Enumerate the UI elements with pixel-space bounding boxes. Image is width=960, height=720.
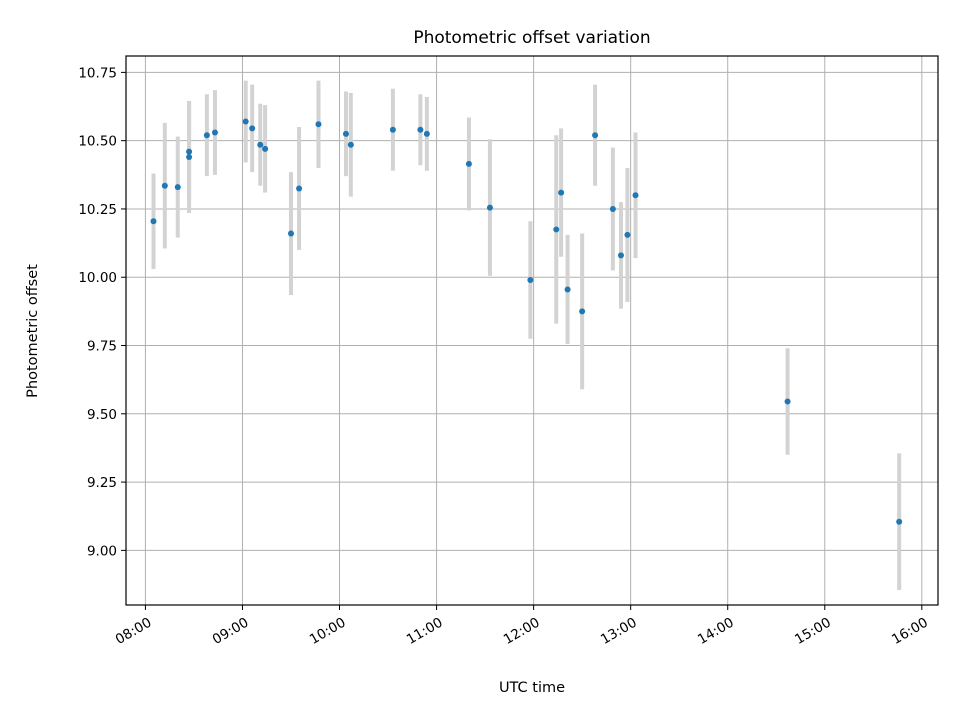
data-point	[186, 154, 193, 161]
x-axis-label: UTC time	[499, 680, 565, 696]
data-point	[389, 126, 396, 133]
data-point	[486, 204, 493, 211]
y-axis-ticks: 9.00 9.25 9.50 9.75 10.00 10.25 10.50 10.75	[78, 65, 126, 559]
y-tick-label: 10.25	[78, 202, 117, 218]
y-tick-label: 9.00	[87, 543, 117, 559]
data-point	[784, 398, 791, 405]
y-tick-label: 9.50	[87, 407, 117, 423]
data-point	[315, 121, 322, 128]
data-point	[262, 145, 269, 152]
y-tick-label: 9.75	[87, 339, 117, 355]
axes-frame	[125, 55, 939, 606]
data-point	[211, 129, 218, 136]
data-point	[249, 125, 256, 132]
data-points	[150, 118, 903, 525]
data-point	[609, 205, 616, 212]
data-point	[558, 189, 565, 196]
data-point	[617, 252, 624, 259]
data-point	[242, 118, 249, 125]
data-point	[564, 286, 571, 293]
data-point	[632, 192, 639, 199]
data-point	[161, 182, 168, 189]
data-point	[553, 226, 560, 233]
data-point	[527, 276, 534, 283]
y-tick-label: 10.50	[78, 134, 117, 150]
data-point	[257, 141, 264, 148]
data-point	[347, 141, 354, 148]
data-point	[203, 132, 210, 139]
data-point	[417, 126, 424, 133]
data-point	[186, 148, 193, 155]
data-point	[287, 230, 294, 237]
data-point	[465, 160, 472, 167]
data-point	[150, 218, 157, 225]
data-point	[592, 132, 599, 139]
data-point	[296, 185, 303, 192]
y-tick-label: 10.00	[78, 270, 117, 286]
data-point	[896, 518, 903, 525]
y-axis-label: Photometric offset	[25, 264, 41, 398]
y-tick-label: 10.75	[78, 65, 117, 81]
data-point	[174, 184, 181, 191]
data-point	[624, 231, 631, 238]
y-tick-label: 9.25	[87, 475, 117, 491]
data-point	[579, 308, 586, 315]
data-point	[342, 130, 349, 137]
chart-title: Photometric offset variation	[413, 28, 650, 48]
data-point	[423, 130, 430, 137]
